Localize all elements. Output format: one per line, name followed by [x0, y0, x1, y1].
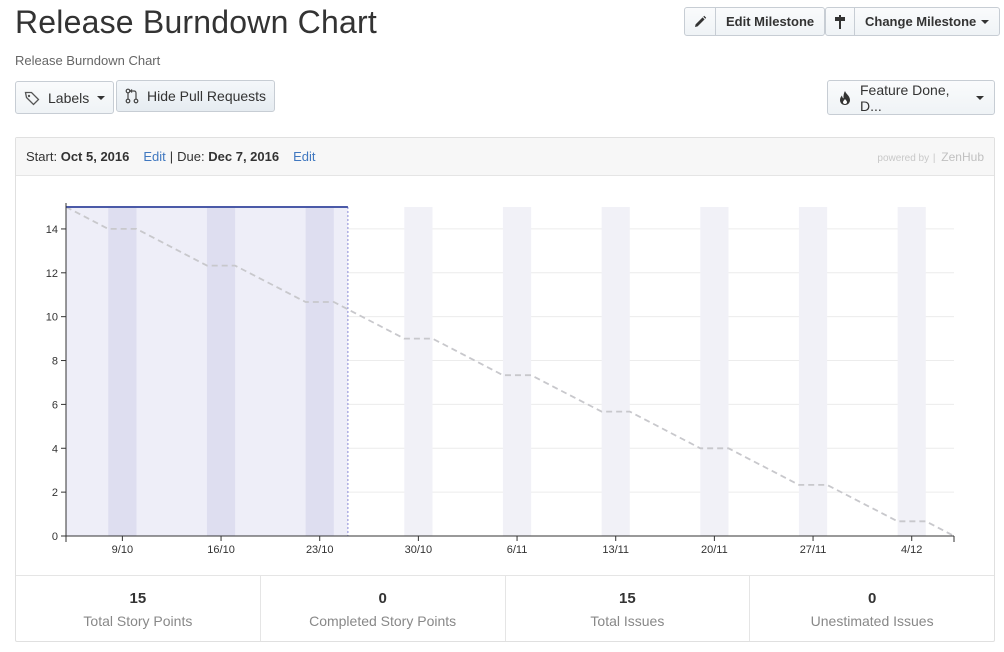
stat-value: 15	[129, 590, 147, 607]
weekend-band	[897, 207, 926, 536]
milestone-icon	[826, 8, 855, 35]
edit-milestone-button[interactable]: Edit Milestone	[684, 7, 826, 36]
x-tick-label: 30/10	[405, 544, 433, 556]
stat-label: Total Issues	[590, 613, 665, 629]
pull-request-icon	[125, 88, 139, 104]
stat-total-story-points: 15 Total Story Points	[16, 576, 261, 641]
burndown-chart: 0 2 4 6 8 10 12 14 9/10 16/10 23/10 30/10 6/11 13/11 2…	[16, 177, 994, 575]
burndown-panel: Start: Oct 5, 2016 Edit | Due: Dec 7, 20…	[15, 137, 995, 642]
chevron-down-icon	[97, 95, 106, 100]
change-milestone-button[interactable]: Change Milestone	[825, 7, 1001, 36]
y-tick-label: 2	[52, 487, 58, 499]
edit-milestone-label: Edit Milestone	[726, 14, 815, 29]
weekend-band	[404, 207, 433, 536]
ideal-burndown-line	[65, 206, 955, 537]
edit-start-date-link[interactable]: Edit	[143, 149, 166, 164]
y-tick-label: 8	[52, 356, 58, 368]
stat-total-issues: 15 Total Issues	[506, 576, 751, 641]
y-tick-label: 4	[52, 443, 58, 455]
start-date: Oct 5, 2016	[60, 149, 130, 164]
x-tick-label: 4/12	[901, 544, 922, 556]
pipeline-filter-dropdown[interactable]: Feature Done, D...	[827, 80, 995, 115]
pipeline-filter-label: Feature Done, D...	[860, 81, 950, 114]
y-tick-label: 0	[52, 531, 58, 543]
x-tick-label: 20/11	[701, 544, 728, 556]
weekend-band	[305, 207, 334, 536]
due-label: Due:	[177, 149, 205, 164]
start-label: Start:	[26, 149, 58, 164]
stat-label: Total Story Points	[83, 613, 193, 629]
stats-bar: 15 Total Story Points 0 Completed Story …	[16, 575, 994, 641]
powered-by-separator: |	[932, 153, 936, 164]
change-milestone-content: Change Milestone	[855, 8, 999, 35]
x-tick-label: 27/11	[800, 544, 827, 556]
powered-by-zenhub: powered by | ZenHub	[877, 150, 984, 164]
x-tick-label: 9/10	[112, 544, 133, 556]
burndown-chart-svg: 0 2 4 6 8 10 12 14 9/10 16/10 23/10 30/10 6/11 13/11 2…	[46, 203, 955, 556]
weekend-band	[601, 207, 630, 536]
weekend-band	[798, 207, 828, 536]
change-milestone-label: Change Milestone	[865, 14, 977, 29]
weekend-band	[502, 207, 532, 536]
stat-value: 0	[378, 590, 387, 607]
stat-value: 15	[619, 590, 636, 607]
stat-value: 0	[867, 590, 877, 607]
weekend-band	[700, 207, 729, 536]
hide-pull-requests-button[interactable]: Hide Pull Requests	[116, 80, 276, 112]
fire-icon	[838, 90, 852, 106]
stat-unestimated-issues: 0 Unestimated Issues	[750, 576, 994, 641]
y-tick-label: 6	[52, 399, 58, 411]
x-tick-label: 23/10	[306, 544, 334, 556]
y-tick-label: 10	[46, 312, 58, 324]
stat-label: Completed Story Points	[309, 613, 457, 629]
milestone-dates-bar: Start: Oct 5, 2016 Edit | Due: Dec 7, 20…	[16, 138, 994, 176]
y-tick-label: 14	[46, 224, 58, 236]
labels-label: Labels	[48, 89, 90, 106]
stat-label: Unestimated Issues	[810, 613, 934, 629]
weekend-band	[108, 207, 137, 536]
chevron-down-icon	[981, 19, 990, 24]
labels-button[interactable]: Labels	[15, 81, 115, 114]
x-tick-label: 16/10	[207, 544, 235, 556]
y-tick-label: 12	[46, 268, 58, 280]
weekend-band	[206, 207, 236, 536]
date-separator: |	[169, 149, 174, 164]
stat-completed-story-points: 0 Completed Story Points	[261, 576, 506, 641]
chevron-down-icon	[976, 95, 984, 100]
zenhub-logo: ZenHub	[941, 150, 984, 164]
pencil-icon	[685, 8, 716, 35]
tag-icon	[24, 90, 40, 106]
powered-by-text: powered by	[877, 153, 930, 164]
x-tick-label: 6/11	[507, 544, 528, 556]
page-subtitle: Release Burndown Chart	[15, 53, 161, 68]
edit-due-date-link[interactable]: Edit	[293, 149, 316, 164]
page-title: Release Burndown Chart	[15, 4, 377, 40]
x-tick-label: 13/11	[602, 544, 629, 556]
due-date: Dec 7, 2016	[208, 149, 280, 164]
hide-pull-requests-label: Hide Pull Requests	[147, 88, 267, 104]
